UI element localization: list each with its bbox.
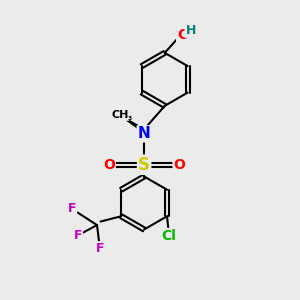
Text: ₃: ₃ [128,112,132,122]
Text: F: F [96,242,104,255]
Text: CH: CH [111,110,129,120]
Text: H: H [185,24,196,37]
Text: F: F [68,202,76,215]
Text: N: N [138,126,151,141]
Text: O: O [177,28,189,42]
Text: O: O [103,158,115,172]
Text: F: F [74,229,82,242]
Text: Cl: Cl [161,229,176,243]
Text: O: O [173,158,185,172]
Text: S: S [138,156,150,174]
